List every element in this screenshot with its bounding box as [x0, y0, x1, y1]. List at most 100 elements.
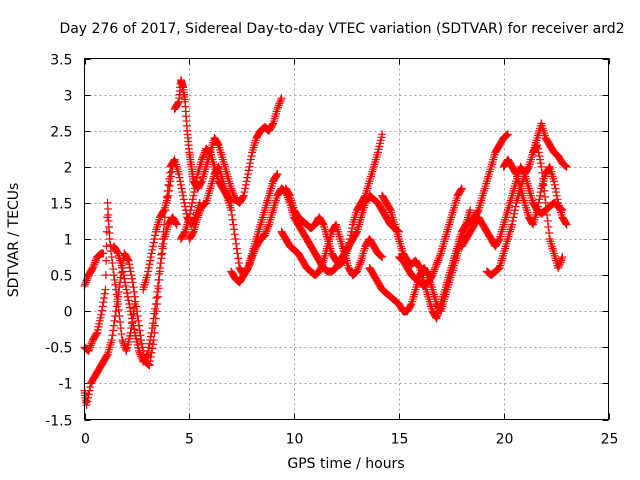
- data-point: [126, 267, 135, 276]
- data-point: [318, 260, 327, 269]
- data-point: [378, 130, 387, 139]
- data-point: [128, 274, 137, 283]
- data-point: [164, 180, 173, 189]
- data-point: [272, 171, 281, 180]
- data-point: [562, 220, 571, 229]
- data-point: [348, 224, 357, 233]
- data-point: [508, 220, 517, 229]
- data-point: [125, 260, 134, 269]
- data-point: [315, 265, 324, 274]
- data-point: [561, 162, 570, 171]
- data-point: [243, 263, 252, 272]
- data-point: [239, 192, 248, 201]
- data-point: [275, 99, 284, 108]
- data-point: [196, 206, 205, 215]
- data-point: [146, 253, 155, 262]
- data-point: [428, 271, 437, 280]
- data-point: [433, 258, 442, 267]
- data-point: [543, 210, 552, 219]
- data-point: [150, 309, 159, 318]
- series-track-9: [227, 184, 403, 287]
- data-point: [188, 195, 197, 204]
- data-point: [190, 188, 199, 197]
- data-point: [130, 325, 139, 334]
- data-point: [345, 238, 354, 247]
- series-track-5: [139, 162, 177, 294]
- x-tick-label: 0: [81, 432, 90, 448]
- data-point: [345, 235, 354, 243]
- data-point: [232, 244, 241, 253]
- data-point: [105, 235, 114, 243]
- data-point: [318, 258, 327, 267]
- data-point: [145, 260, 154, 269]
- data-point: [556, 258, 565, 267]
- y-tick-label: 2.5: [50, 125, 72, 141]
- data-point: [124, 256, 133, 265]
- x-tick-label: 20: [496, 432, 514, 448]
- data-point: [155, 263, 164, 272]
- data-point: [431, 262, 440, 271]
- data-point: [86, 383, 95, 392]
- series-track-14: [394, 184, 466, 290]
- data-point: [146, 357, 155, 366]
- data-point: [129, 321, 138, 330]
- data-point: [230, 191, 239, 200]
- data-point: [554, 263, 563, 272]
- data-point: [148, 344, 157, 353]
- data-point: [176, 180, 185, 189]
- data-point: [241, 180, 250, 189]
- data-point: [147, 328, 156, 337]
- data-point: [262, 227, 271, 236]
- data-point: [557, 254, 566, 263]
- data-point: [434, 256, 443, 265]
- data-point: [127, 271, 136, 280]
- data-point: [148, 319, 157, 328]
- data-point: [145, 339, 154, 348]
- data-point: [167, 167, 176, 176]
- data-point: [180, 228, 189, 237]
- data-point: [227, 210, 236, 219]
- data-point: [194, 211, 203, 220]
- data-point: [130, 292, 139, 301]
- data-point: [102, 256, 111, 265]
- data-point: [355, 262, 364, 271]
- data-point: [125, 303, 134, 312]
- data-point: [144, 267, 153, 276]
- data-point: [165, 182, 174, 191]
- data-point: [128, 318, 137, 327]
- data-point: [263, 224, 272, 233]
- data-point: [246, 159, 255, 168]
- data-point: [143, 271, 152, 280]
- data-point: [318, 219, 327, 228]
- data-point: [166, 177, 175, 186]
- chart-title: Day 276 of 2017, Sidereal Day-to-day VTE…: [59, 21, 624, 37]
- data-point: [136, 350, 145, 359]
- data-point: [274, 103, 283, 112]
- data-point: [542, 204, 551, 213]
- data-point: [550, 180, 559, 189]
- data-point: [148, 324, 157, 333]
- data-point: [536, 191, 545, 200]
- data-point: [115, 283, 124, 292]
- data-point: [432, 260, 441, 269]
- data-point: [97, 310, 106, 319]
- data-point: [137, 336, 146, 345]
- data-point: [153, 292, 162, 301]
- data-point: [537, 162, 546, 171]
- data-point: [227, 198, 236, 207]
- data-point: [552, 188, 561, 197]
- data-point: [136, 331, 145, 340]
- data-point: [431, 263, 440, 272]
- data-point: [114, 292, 123, 301]
- data-point: [118, 267, 127, 276]
- data-point: [243, 170, 252, 179]
- x-tick-label: 15: [391, 432, 409, 448]
- data-point: [231, 235, 240, 243]
- data-point: [247, 254, 256, 263]
- data-point: [228, 188, 237, 197]
- data-point: [109, 271, 118, 280]
- data-point: [134, 346, 143, 355]
- data-point: [550, 177, 559, 186]
- data-point: [227, 186, 236, 195]
- data-point: [260, 231, 269, 240]
